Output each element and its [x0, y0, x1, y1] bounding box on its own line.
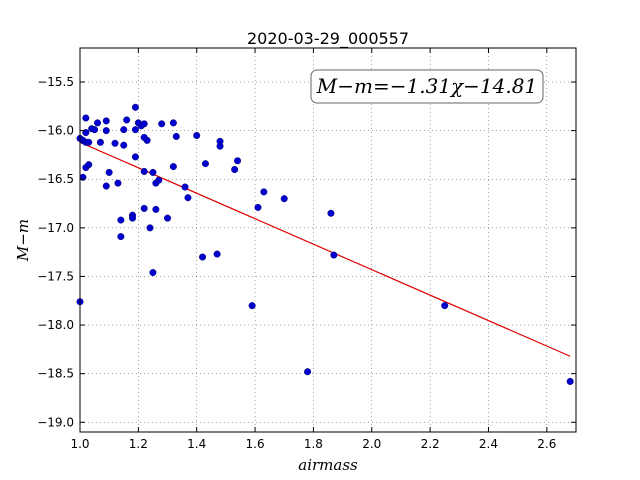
data-point: [216, 142, 224, 150]
data-point: [149, 269, 157, 277]
x-tick-label: 1.6: [246, 437, 265, 451]
x-tick-label: 2.0: [362, 437, 381, 451]
data-point: [164, 214, 172, 222]
points-layer: [76, 103, 574, 385]
data-point: [199, 253, 207, 261]
data-point: [120, 126, 128, 134]
fit-line-layer: [79, 141, 571, 357]
data-point: [193, 131, 201, 139]
data-point: [327, 209, 335, 217]
data-point: [172, 132, 180, 140]
data-point: [146, 224, 154, 232]
x-tick-label: 1.0: [70, 437, 89, 451]
data-point: [181, 183, 189, 191]
data-point: [102, 117, 110, 125]
data-point: [231, 166, 239, 174]
data-point: [155, 176, 163, 184]
data-point: [131, 153, 139, 161]
chart-title: 2020-03-29_000557: [247, 29, 409, 49]
data-point: [169, 163, 177, 171]
data-point: [254, 203, 262, 211]
data-point: [117, 216, 125, 224]
data-point: [149, 168, 157, 176]
data-point: [330, 251, 338, 259]
data-point: [85, 161, 93, 169]
data-point: [102, 182, 110, 190]
data-point: [105, 168, 113, 176]
data-point: [94, 119, 102, 127]
y-tick-label: −15.5: [37, 75, 74, 89]
data-point: [152, 205, 160, 213]
data-point: [131, 126, 139, 134]
x-tick-label: 2.6: [537, 437, 556, 451]
data-point: [248, 302, 256, 310]
data-point: [96, 138, 104, 146]
data-point: [114, 179, 122, 187]
data-point: [201, 160, 209, 168]
data-point: [85, 138, 93, 146]
data-point: [140, 120, 148, 128]
y-tick-label: −17.5: [37, 269, 74, 283]
y-ticks: −15.5 −16.0 −16.5 −17.0 −17.5 −18.0 −18.5 −19.0: [37, 75, 576, 429]
fit-formula: M−m=−1.31χ−14.81: [316, 74, 537, 98]
y-axis-label: M−m: [14, 219, 32, 262]
data-point: [131, 103, 139, 111]
data-point: [441, 302, 449, 310]
x-tick-label: 1.4: [187, 437, 206, 451]
data-point: [120, 141, 128, 149]
data-point: [102, 127, 110, 135]
plot-frame: [79, 47, 577, 433]
data-point: [304, 368, 312, 376]
y-tick-label: −19.0: [37, 415, 74, 429]
x-tick-label: 2.4: [479, 437, 498, 451]
data-point: [117, 233, 125, 241]
data-point: [111, 139, 119, 147]
data-point: [184, 194, 192, 202]
data-point: [140, 167, 148, 175]
y-tick-label: −16.0: [37, 124, 74, 138]
data-point: [129, 214, 137, 222]
data-point: [140, 204, 148, 212]
data-point: [91, 126, 99, 134]
y-tick-label: −17.0: [37, 221, 74, 235]
data-point: [234, 157, 242, 165]
x-tick-label: 2.2: [421, 437, 440, 451]
y-tick-label: −18.5: [37, 367, 74, 381]
data-point: [213, 250, 221, 258]
data-point: [280, 195, 288, 203]
data-point: [158, 120, 166, 128]
data-point: [169, 119, 177, 127]
data-point: [123, 116, 131, 124]
formula-box: M−m=−1.31χ−14.81: [310, 69, 544, 104]
data-point: [260, 188, 268, 196]
x-tick-label: 1.8: [304, 437, 323, 451]
fit-line: [79, 141, 571, 357]
data-point: [566, 377, 574, 385]
data-point: [82, 114, 90, 122]
y-tick-label: −16.5: [37, 172, 74, 186]
x-axis-label: airmass: [298, 456, 358, 474]
data-point: [143, 136, 151, 144]
x-ticks: 1.0 1.2 1.4 1.6 1.8 2.0 2.2 2.4 2.6: [70, 48, 556, 451]
x-tick-label: 1.2: [129, 437, 148, 451]
y-tick-label: −18.0: [37, 318, 74, 332]
formula-box-frame: [310, 69, 544, 104]
